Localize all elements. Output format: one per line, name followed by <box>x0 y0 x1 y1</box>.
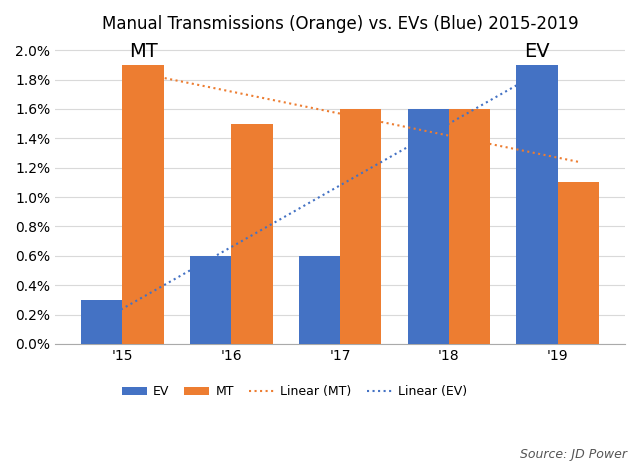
Title: Manual Transmissions (Orange) vs. EVs (Blue) 2015-2019: Manual Transmissions (Orange) vs. EVs (B… <box>102 15 579 33</box>
Bar <box>557 182 599 344</box>
Bar <box>340 109 381 344</box>
Linear (MT) <box>466 137 474 143</box>
Linear (MT) <box>248 93 256 98</box>
Linear (EV) <box>316 194 323 200</box>
Linear (MT) <box>140 71 147 76</box>
Bar <box>408 109 449 344</box>
Legend: EV, MT, Linear (MT), Linear (EV): EV, MT, Linear (MT), Linear (EV) <box>117 380 472 403</box>
Text: MT: MT <box>129 41 157 61</box>
Bar <box>122 65 164 344</box>
Bar <box>516 65 557 344</box>
Linear (EV) <box>207 256 214 261</box>
Bar <box>449 109 490 344</box>
Linear (EV) <box>424 133 432 138</box>
Text: EV: EV <box>524 41 550 61</box>
Bar <box>231 123 273 344</box>
Linear (EV) <box>98 318 106 323</box>
Line: Linear (MT): Linear (MT) <box>143 74 579 162</box>
Linear (EV) <box>533 71 541 76</box>
Bar <box>81 300 122 344</box>
Text: Source: JD Power: Source: JD Power <box>520 448 627 461</box>
Line: Linear (EV): Linear (EV) <box>102 74 537 321</box>
Linear (MT) <box>575 159 582 164</box>
Bar <box>299 256 340 344</box>
Bar <box>190 256 231 344</box>
Linear (MT) <box>357 115 365 121</box>
